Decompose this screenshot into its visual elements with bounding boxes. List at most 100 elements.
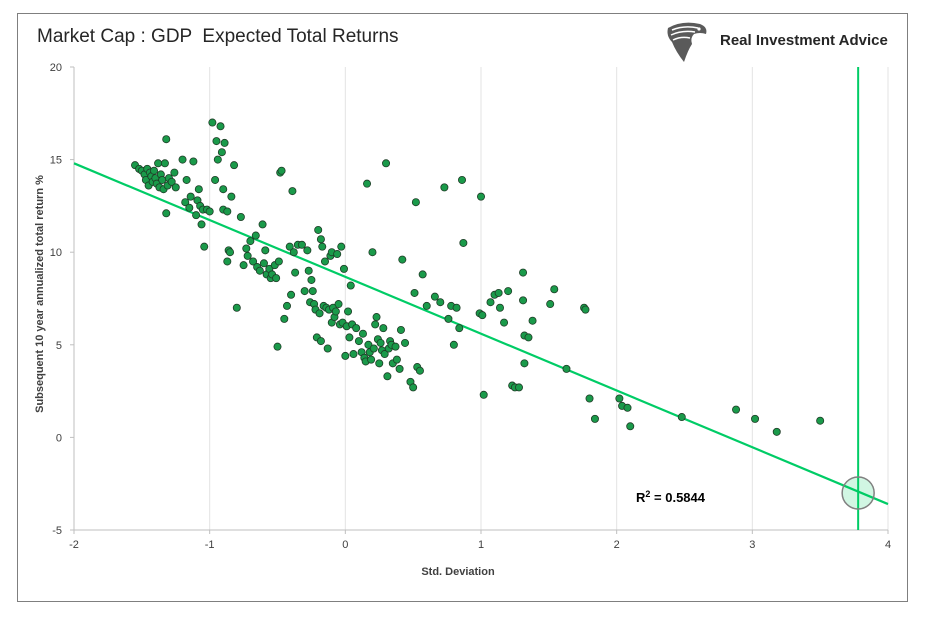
data-point (345, 333, 354, 342)
data-point (185, 203, 194, 212)
data-point (478, 311, 487, 320)
data-point (410, 288, 419, 297)
data-point (258, 220, 267, 229)
data-point (167, 177, 176, 186)
data-point (436, 298, 445, 307)
data-point (318, 242, 327, 251)
data-point (562, 364, 571, 373)
data-point (186, 192, 195, 201)
data-point (297, 240, 306, 249)
data-point (249, 257, 258, 266)
y-tick-label: 20 (50, 62, 62, 74)
data-point (197, 220, 206, 229)
data-point (189, 157, 198, 166)
data-point (396, 325, 405, 334)
data-point (615, 394, 624, 403)
data-point (376, 338, 385, 347)
data-point (422, 301, 431, 310)
data-points (131, 118, 825, 436)
data-point (514, 383, 523, 392)
data-point (352, 324, 361, 333)
data-point (346, 281, 355, 290)
data-point (291, 268, 300, 277)
x-tick-label: 3 (749, 539, 755, 551)
data-point (392, 355, 401, 364)
x-tick-label: 4 (885, 539, 891, 551)
data-point (274, 257, 283, 266)
highlight-circle (841, 476, 875, 510)
data-point (217, 148, 226, 157)
data-point (581, 305, 590, 314)
y-tick-label: 0 (56, 432, 62, 444)
data-point (273, 342, 282, 351)
data-point (320, 257, 329, 266)
data-point (339, 264, 348, 273)
data-point (219, 185, 228, 194)
data-point (379, 324, 388, 333)
data-point (344, 307, 353, 316)
data-point (395, 364, 404, 373)
data-point (182, 175, 191, 184)
data-point (255, 266, 264, 275)
y-tick-label: -5 (52, 525, 62, 537)
data-point (367, 355, 376, 364)
data-point (626, 422, 635, 431)
data-point (200, 242, 209, 251)
data-point (368, 248, 377, 257)
axes (70, 66, 889, 534)
data-point (160, 159, 169, 168)
data-point (444, 314, 453, 323)
data-point (178, 155, 187, 164)
x-tick-label: 0 (342, 539, 348, 551)
data-point (230, 161, 239, 170)
data-point (154, 159, 163, 168)
data-point (415, 366, 424, 375)
data-point (816, 416, 825, 425)
data-point (452, 303, 461, 312)
brand-name: Real Investment Advice (720, 32, 888, 49)
data-point (285, 242, 294, 251)
data-point (242, 244, 251, 253)
data-point (194, 185, 203, 194)
data-point (500, 318, 509, 327)
data-point (372, 313, 381, 322)
data-point (459, 238, 468, 247)
data-point (246, 237, 255, 246)
data-point (181, 198, 190, 207)
data-point (162, 209, 171, 218)
data-point (677, 413, 686, 422)
y-tick-label: 10 (50, 247, 62, 259)
data-point (216, 122, 225, 131)
data-point (232, 303, 241, 312)
data-point (418, 270, 427, 279)
data-point (150, 166, 159, 175)
data-point (289, 248, 298, 257)
eagle-head-icon (667, 22, 707, 63)
y-tick-label: 15 (50, 155, 62, 167)
data-point (590, 414, 599, 423)
x-tick-label: -1 (205, 539, 215, 551)
data-point (316, 337, 325, 346)
data-point (259, 259, 268, 268)
data-point (261, 246, 270, 255)
data-point (308, 287, 317, 296)
data-point (341, 351, 350, 360)
data-point (546, 300, 555, 309)
data-point (316, 235, 325, 244)
x-axis-label: Std. Deviation (421, 566, 495, 578)
data-point (323, 344, 332, 353)
data-point (504, 287, 513, 296)
data-point (751, 414, 760, 423)
brand-logo: Real Investment Advice (662, 18, 902, 64)
data-point (528, 316, 537, 325)
data-point (158, 175, 167, 184)
x-tick-labels: -2 -1 0 1 2 3 4 (69, 539, 891, 551)
data-point (239, 261, 248, 270)
data-point (623, 403, 632, 412)
x-tick-label: -2 (69, 539, 79, 551)
data-point (585, 394, 594, 403)
data-point (226, 248, 235, 257)
annotations (841, 67, 875, 530)
data-point (476, 192, 485, 201)
data-point (401, 338, 410, 347)
